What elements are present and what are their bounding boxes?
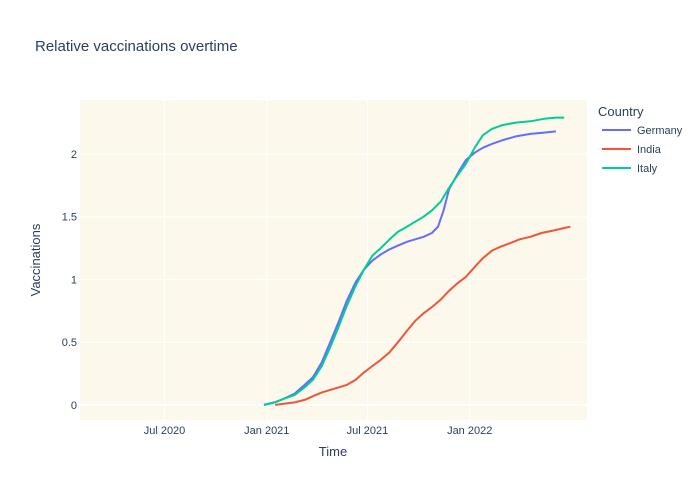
plot-area	[80, 100, 587, 420]
legend-item-india: India	[637, 144, 662, 156]
y-tick-label: 2	[71, 149, 77, 161]
y-axis-label: Vaccinations	[28, 223, 43, 296]
legend-item-germany: Germany	[637, 125, 683, 137]
series-line-italy	[263, 116, 565, 406]
x-tick-label: Jul 2020	[144, 425, 186, 437]
chart-title: Relative vaccinations overtime	[35, 38, 238, 55]
y-tick-label: 1.5	[62, 212, 77, 224]
x-tick-label: Jan 2022	[447, 425, 492, 437]
grid-lines	[80, 100, 587, 420]
legend-item-italy: Italy	[637, 163, 658, 175]
legend: Country Germany India Italy	[598, 104, 683, 175]
x-tick-label: Jan 2021	[244, 425, 289, 437]
x-axis-label: Time	[319, 444, 347, 459]
y-axis-ticks: 0 0.5 1 1.5 2	[62, 149, 77, 412]
y-tick-label: 1	[71, 274, 77, 286]
series-line-india	[274, 225, 571, 406]
legend-title: Country	[598, 104, 644, 119]
series-line-germany	[263, 130, 557, 406]
y-tick-label: 0	[71, 400, 77, 412]
y-tick-label: 0.5	[62, 337, 77, 349]
series-lines	[263, 116, 571, 406]
x-axis-ticks: Jul 2020 Jan 2021 Jul 2021 Jan 2022	[144, 425, 493, 437]
x-tick-label: Jul 2021	[347, 425, 389, 437]
